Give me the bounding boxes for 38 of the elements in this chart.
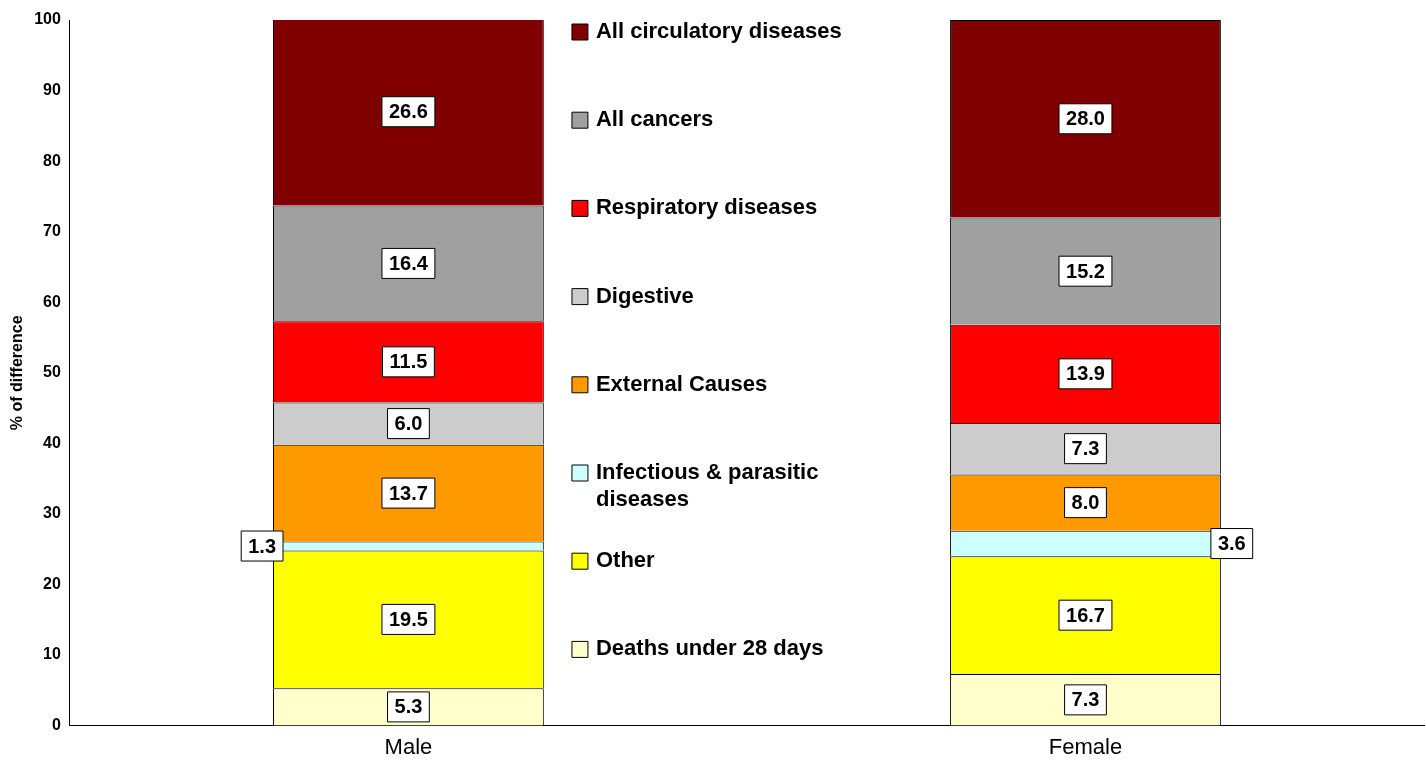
legend-label: External Causes (595, 370, 768, 396)
x-tick-label: Female (1048, 733, 1123, 759)
y-tick-label: 0 (51, 716, 61, 734)
legend-label: Deaths under 28 days (595, 635, 824, 661)
data-label: 3.6 (1217, 532, 1246, 555)
y-tick-label: 60 (43, 292, 61, 310)
data-label: 7.3 (1071, 688, 1100, 711)
legend-label: Respiratory diseases (595, 194, 818, 220)
y-tick-label: 10 (43, 645, 61, 663)
y-tick-label: 50 (43, 363, 61, 381)
data-label: 5.3 (394, 695, 423, 718)
legend-label: Digestive (595, 282, 694, 308)
data-label: 16.4 (388, 251, 429, 274)
data-label: 28.0 (1066, 107, 1105, 130)
data-label: 1.3 (248, 534, 277, 557)
x-tick-label: Male (384, 733, 433, 759)
legend-label: All circulatory diseases (595, 18, 842, 44)
legend-label: All cancers (595, 106, 714, 132)
data-label: 7.3 (1071, 437, 1100, 460)
y-tick-label: 80 (43, 151, 61, 169)
y-tick-label: 90 (43, 80, 61, 98)
data-label: 15.2 (1066, 259, 1105, 282)
y-tick-label: 100 (34, 10, 61, 28)
data-label: 6.0 (394, 412, 423, 435)
data-label: 8.0 (1071, 491, 1100, 514)
y-axis-title: % of difference (8, 315, 26, 431)
y-tick-label: 30 (43, 504, 61, 522)
data-label: 26.6 (388, 100, 428, 123)
data-label: 13.7 (388, 481, 428, 504)
y-tick-label: 70 (43, 222, 61, 240)
data-label: 11.5 (389, 350, 428, 373)
y-tick-label: 40 (43, 433, 61, 451)
legend-label: Other (595, 547, 656, 573)
data-label: 16.7 (1066, 603, 1105, 626)
data-label: 13.9 (1066, 362, 1105, 385)
data-label: 19.5 (388, 607, 428, 630)
y-tick-label: 20 (43, 574, 61, 592)
legend-label: Infectious & parasitic diseases (595, 459, 819, 512)
